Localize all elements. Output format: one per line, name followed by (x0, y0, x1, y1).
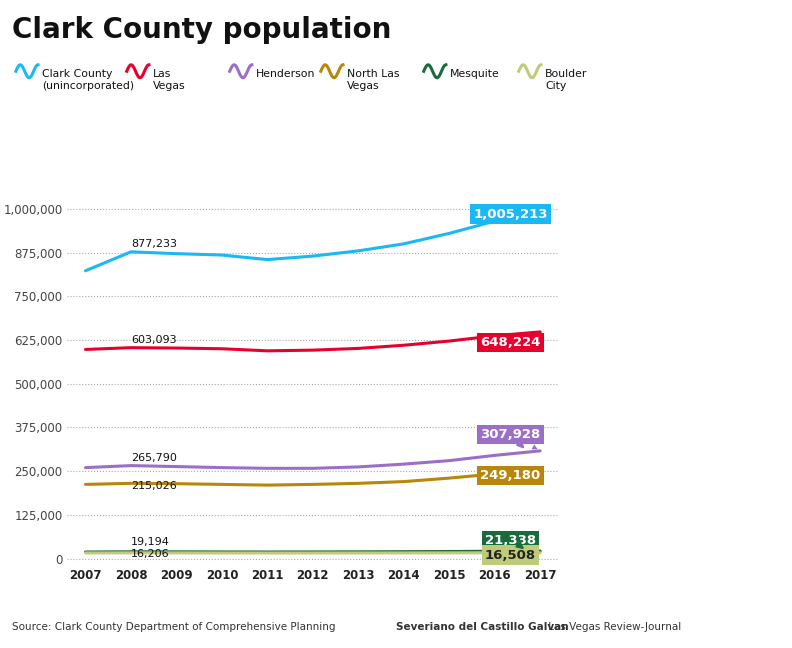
Text: Clark County
(unincorporated): Clark County (unincorporated) (42, 69, 134, 91)
Text: Mesquite: Mesquite (450, 69, 500, 79)
Text: Boulder
City: Boulder City (545, 69, 588, 91)
Text: Severiano del Castillo Galvan: Severiano del Castillo Galvan (396, 622, 569, 632)
Text: 265,790: 265,790 (131, 453, 177, 463)
Text: 307,928: 307,928 (481, 428, 541, 450)
Text: Source: Clark County Department of Comprehensive Planning: Source: Clark County Department of Compr… (12, 622, 335, 632)
Text: 249,180: 249,180 (481, 469, 541, 482)
Text: 603,093: 603,093 (131, 335, 177, 345)
Text: 16,508: 16,508 (485, 548, 536, 562)
Text: 215,026: 215,026 (131, 481, 177, 491)
Text: Henderson: Henderson (256, 69, 315, 79)
Text: Las
Vegas: Las Vegas (153, 69, 185, 91)
Text: 16,206: 16,206 (131, 549, 169, 559)
Text: North Las
Vegas: North Las Vegas (347, 69, 399, 91)
Text: 1,005,213: 1,005,213 (474, 207, 548, 220)
Text: Las Vegas Review-Journal: Las Vegas Review-Journal (546, 622, 682, 632)
Text: 648,224: 648,224 (481, 336, 541, 349)
Text: 877,233: 877,233 (131, 239, 177, 249)
Text: Clark County population: Clark County population (12, 16, 391, 44)
Text: 19,194: 19,194 (131, 537, 169, 547)
Text: 21,338: 21,338 (485, 534, 540, 552)
